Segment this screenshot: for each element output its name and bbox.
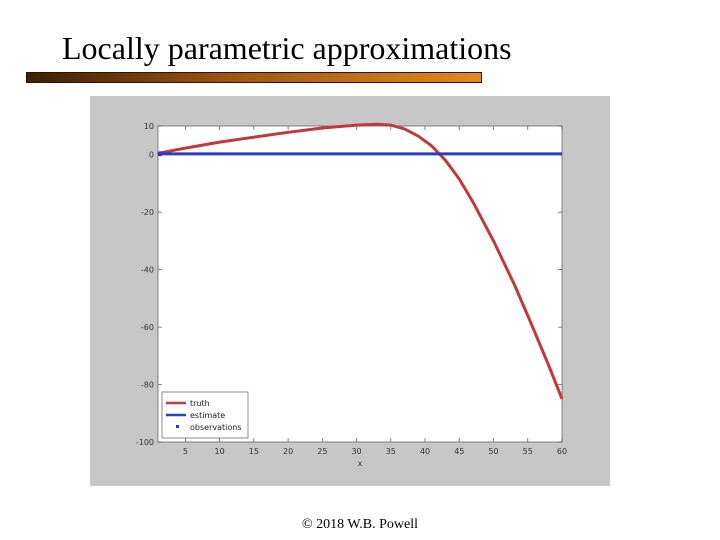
x-tick-label: 25 [317, 447, 327, 456]
x-tick-label: 35 [386, 447, 396, 456]
x-tick-label: 10 [215, 447, 225, 456]
legend-label-estimate: estimate [190, 411, 225, 420]
legend-label-observations: observations [190, 423, 241, 432]
x-tick-label: 15 [249, 447, 259, 456]
x-tick-label: 45 [454, 447, 464, 456]
x-tick-label: 55 [523, 447, 533, 456]
legend-label-truth: truth [190, 399, 210, 408]
y-tick-label: -80 [141, 381, 154, 390]
legend-swatch-observations [176, 425, 179, 428]
series-line-truth [157, 122, 564, 400]
y-tick-label: -20 [141, 208, 154, 217]
x-tick-label: 5 [183, 447, 188, 456]
x-tick-label: 60 [557, 447, 567, 456]
figure-panel: 5 10 15 20 25 30 35 40 45 50 55 60 10 0 -20 -40 -60 -80 -1… [90, 96, 610, 486]
plot-area [157, 125, 563, 443]
line-chart: 5 10 15 20 25 30 35 40 45 50 55 60 10 0 -20 -40 -60 -80 -1… [136, 122, 567, 468]
y-tick-label: -100 [136, 438, 154, 447]
x-tick-label: 20 [283, 447, 293, 456]
y-tick-label: 0 [149, 151, 154, 160]
x-tick-label: 50 [488, 447, 498, 456]
footer-copyright: © 2018 W.B. Powell [301, 517, 419, 532]
x-tick-label: 30 [351, 447, 361, 456]
x-tick-label: 40 [420, 447, 430, 456]
y-tick-label: -60 [141, 323, 154, 332]
estimate-start-marker [157, 151, 163, 157]
y-tick-label: -40 [141, 266, 154, 275]
y-tick-label: 10 [144, 122, 154, 131]
x-axis-label: x [358, 459, 363, 468]
slide-title: Locally parametric approximations [62, 30, 512, 66]
title-accent-bar [26, 72, 482, 83]
